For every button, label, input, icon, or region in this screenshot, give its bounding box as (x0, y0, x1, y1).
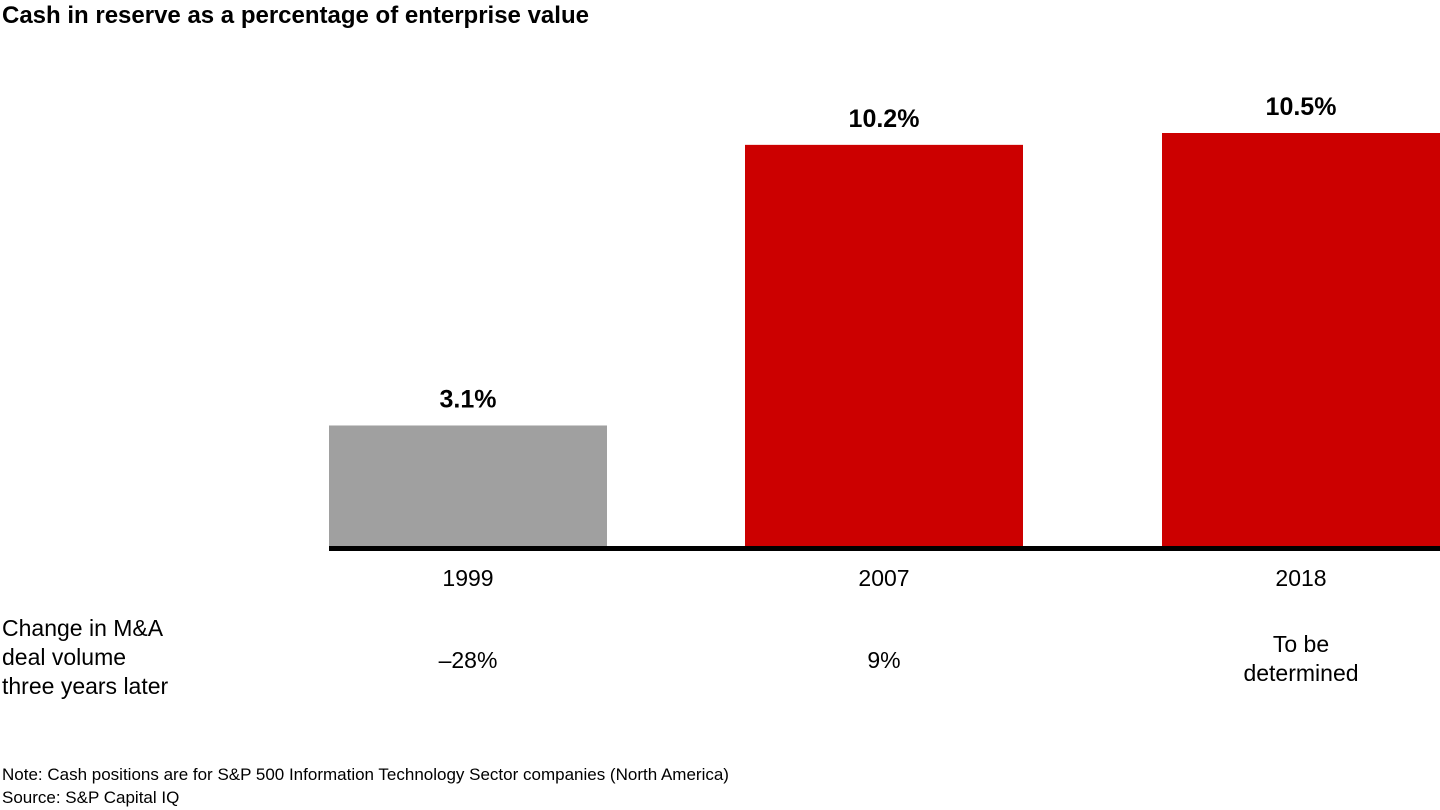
row-label: Change in M&A deal volume three years la… (2, 614, 168, 701)
row-label-line: Change in M&A (2, 615, 164, 641)
cell-text: –28% (438, 647, 498, 673)
deal-change-2007: 9% (745, 646, 1023, 675)
deal-change-2018: To be determined (1162, 630, 1440, 688)
cell-text: 9% (867, 647, 901, 673)
row-label-line: deal volume (2, 644, 127, 670)
data-label-2018: 10.5% (1266, 93, 1337, 121)
x-axis-baseline (329, 546, 1440, 551)
bar-chart: 3.1% 1999 10.2% 2007 10.5% 2018 (329, 93, 1440, 591)
footnote: Note: Cash positions are for S&P 500 Inf… (2, 765, 729, 784)
row-label-line: three years later (2, 673, 169, 699)
bar-2007 (745, 144, 1023, 548)
bar-1999 (329, 425, 607, 548)
x-tick-label-2007: 2007 (858, 565, 909, 591)
source: Source: S&P Capital IQ (2, 788, 180, 807)
cell-text: determined (1243, 660, 1359, 686)
bar-2018 (1162, 133, 1440, 548)
deal-change-1999: –28% (329, 646, 607, 675)
x-tick-label-2018: 2018 (1275, 565, 1326, 591)
data-label-2007: 10.2% (849, 105, 920, 133)
data-label-1999: 3.1% (440, 385, 497, 413)
chart-title: Cash in reserve as a percentage of enter… (2, 2, 589, 29)
x-tick-label-1999: 1999 (442, 565, 493, 591)
cell-text: To be (1272, 631, 1330, 657)
